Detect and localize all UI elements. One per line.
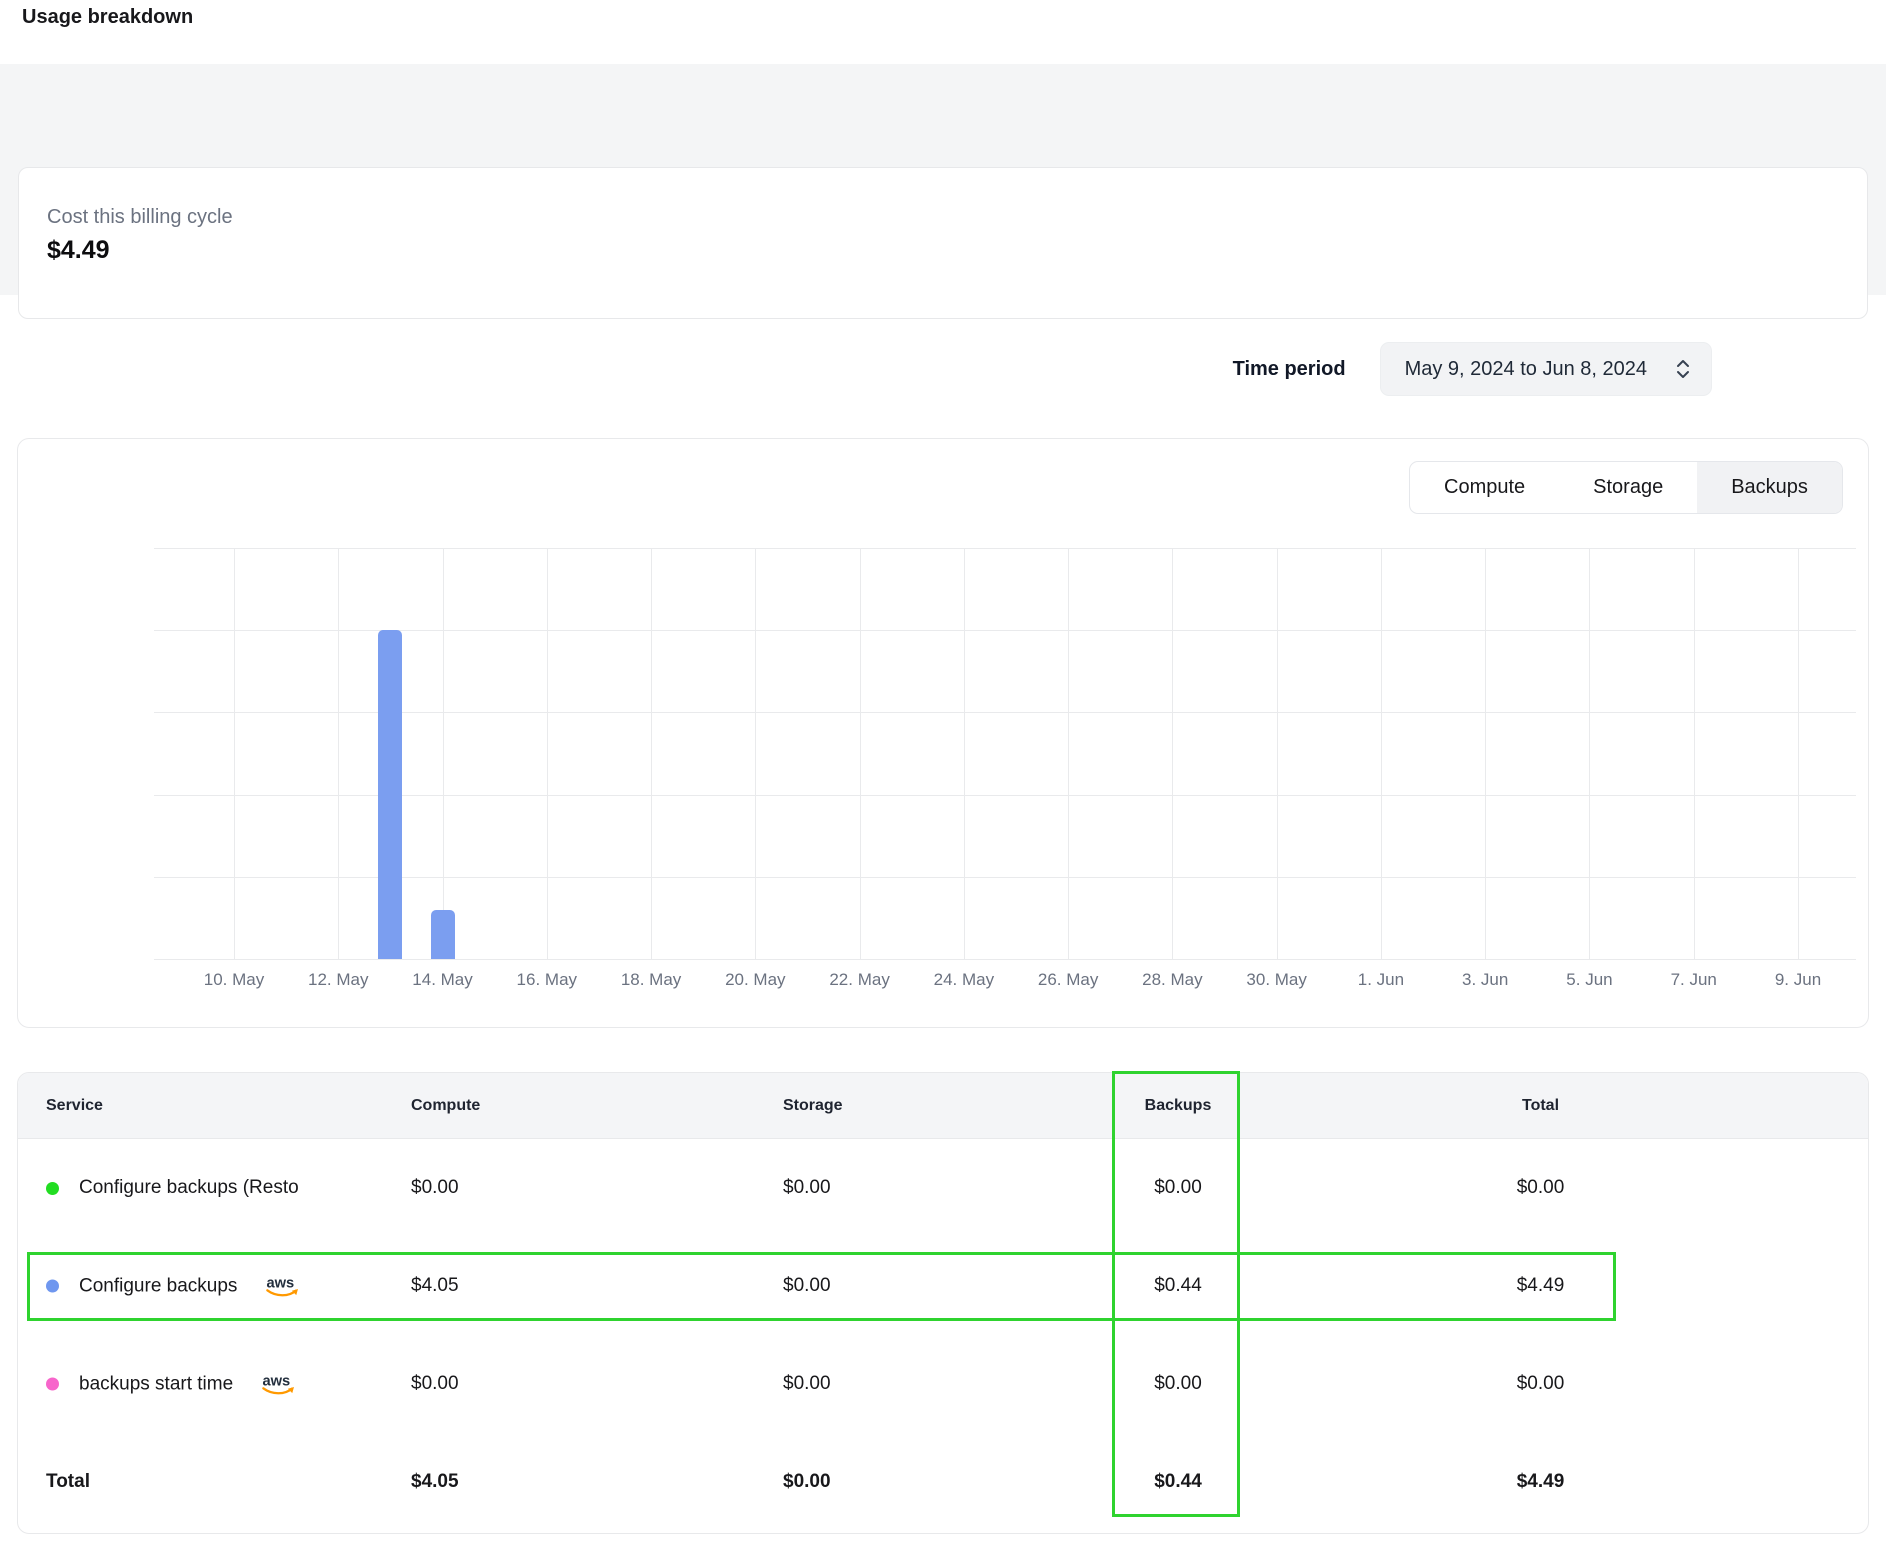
- x-tick-label: 3. Jun: [1462, 970, 1509, 989]
- x-tick-label: 20. May: [725, 970, 786, 989]
- tab-backups[interactable]: Backups: [1697, 462, 1842, 513]
- time-period-row: Time period May 9, 2024 to Jun 8, 2024: [0, 342, 1712, 396]
- series-dot-green: [46, 1181, 59, 1195]
- x-gridline: [234, 548, 235, 959]
- cost-card-label: Cost this billing cycle: [47, 206, 233, 228]
- x-gridline: [755, 548, 757, 959]
- chart-bar-14-may: [430, 909, 455, 959]
- x-gridline: [338, 548, 340, 959]
- x-gridline: [546, 548, 548, 959]
- service-cell: Configure backups aws: [46, 1268, 301, 1305]
- service-cell: backups start time aws: [46, 1366, 297, 1403]
- y-gridline: [154, 794, 1856, 796]
- x-tick-label: 1. Jun: [1357, 970, 1405, 989]
- x-tick-label: 12. May: [308, 970, 369, 989]
- table-total-row: Total $4.05 $0.00 $0.44 $4.49: [18, 1433, 1868, 1531]
- tab-storage[interactable]: Storage: [1593, 476, 1664, 498]
- aws-logo-icon: aws: [263, 1274, 301, 1305]
- column-header-compute: Compute: [411, 1096, 481, 1114]
- backups-total-cell: $0.44: [1154, 1471, 1202, 1492]
- compute-cell: $0.00: [411, 1373, 459, 1394]
- series-dot-blue: [46, 1279, 59, 1293]
- column-header-total: Total: [1521, 1096, 1560, 1114]
- billing-section: Cost this billing cycle $4.49: [0, 64, 1886, 319]
- y-gridline: [154, 712, 1856, 714]
- table-header-row: Service Compute Storage Backups Total: [18, 1073, 1868, 1139]
- x-tick-label: 16. May: [516, 970, 578, 989]
- table-row: backups start time aws $0.00 $0.00 $0.00…: [18, 1335, 1868, 1433]
- compute-total-cell: $4.05: [411, 1471, 459, 1492]
- svg-text:aws: aws: [267, 1276, 295, 1292]
- x-gridline: [963, 548, 965, 959]
- x-gridline: [1380, 548, 1382, 959]
- x-gridline: [859, 548, 861, 959]
- cost-card: Cost this billing cycle $4.49: [18, 167, 1868, 319]
- x-tick-label: 9. Jun: [1774, 970, 1822, 989]
- x-gridline: [1276, 548, 1278, 959]
- total-cell: $0.00: [1516, 1373, 1565, 1394]
- storage-total-cell: $0.00: [783, 1471, 831, 1492]
- x-gridline: [1485, 548, 1487, 959]
- y-gridline: [154, 876, 1856, 878]
- compute-cell: $4.05: [411, 1275, 459, 1296]
- backups-cell: $0.00: [1154, 1373, 1202, 1394]
- x-gridline: [1798, 548, 1799, 959]
- x-tick-label: 14. May: [412, 970, 473, 989]
- total-row-label: Total: [46, 1471, 90, 1492]
- storage-cell: $0.00: [783, 1373, 831, 1394]
- time-period-select[interactable]: May 9, 2024 to Jun 8, 2024: [1379, 342, 1712, 396]
- x-tick-label: 28. May: [1142, 970, 1203, 989]
- grand-total-cell: $4.49: [1516, 1471, 1565, 1492]
- usage-table: Service Compute Storage Backups Total Co…: [17, 1072, 1869, 1534]
- column-header-backups: Backups: [1144, 1096, 1212, 1114]
- usage-chart-panel: Compute Storage Backups .01250000.010000…: [17, 438, 1869, 1028]
- service-cell: Configure backups (Resto: [46, 1177, 299, 1199]
- chart-tab-group: Compute Storage Backups: [1409, 461, 1843, 514]
- page-title: Usage breakdown: [22, 6, 194, 28]
- x-tick-label: 22. May: [829, 970, 890, 989]
- x-gridline: [1589, 548, 1591, 959]
- y-gridline: [154, 959, 1856, 960]
- total-cell: $0.00: [1516, 1177, 1565, 1198]
- compute-cell: $0.00: [411, 1177, 459, 1198]
- x-tick-label: 30. May: [1246, 970, 1307, 989]
- x-tick-label: 10. May: [203, 970, 265, 989]
- y-gridline: [154, 548, 1856, 549]
- x-gridline: [1693, 548, 1695, 959]
- y-gridline: [154, 630, 1856, 632]
- tab-compute[interactable]: Compute: [1444, 476, 1526, 498]
- x-tick-label: 18. May: [620, 970, 682, 989]
- backups-cell: $0.44: [1154, 1275, 1202, 1296]
- column-header-service: Service: [46, 1096, 103, 1114]
- time-period-value: May 9, 2024 to Jun 8, 2024: [1404, 357, 1647, 380]
- time-period-label: Time period: [1232, 357, 1346, 380]
- aws-logo-icon: aws: [259, 1372, 297, 1403]
- service-name: backups start time: [79, 1373, 234, 1394]
- storage-cell: $0.00: [783, 1275, 831, 1296]
- service-name: Configure backups: [79, 1275, 238, 1296]
- x-gridline: [1172, 548, 1174, 959]
- backups-cell: $0.00: [1154, 1177, 1202, 1198]
- chart-bar-13-may: [378, 630, 403, 959]
- table-row: Configure backups (Resto $0.00 $0.00 $0.…: [18, 1139, 1868, 1237]
- x-tick-label: 26. May: [1037, 970, 1099, 989]
- total-cell: $4.49: [1516, 1275, 1565, 1296]
- service-name: Configure backups (Resto: [79, 1177, 299, 1198]
- storage-cell: $0.00: [783, 1177, 831, 1198]
- x-tick-label: 5. Jun: [1566, 970, 1613, 989]
- up-down-chevron-icon: [1673, 357, 1693, 381]
- series-dot-pink: [46, 1377, 59, 1391]
- cost-card-amount: $4.49: [47, 236, 110, 264]
- svg-text:aws: aws: [263, 1374, 291, 1390]
- x-tick-label: 7. Jun: [1670, 970, 1717, 989]
- x-gridline: [442, 548, 444, 959]
- column-header-storage: Storage: [783, 1096, 843, 1114]
- chart-plot-area: [154, 548, 1856, 960]
- x-tick-label: 24. May: [933, 970, 995, 989]
- x-gridline: [1068, 548, 1070, 959]
- table-row: Configure backups aws $4.05 $0.00 $0.44 …: [18, 1237, 1868, 1335]
- x-gridline: [651, 548, 653, 959]
